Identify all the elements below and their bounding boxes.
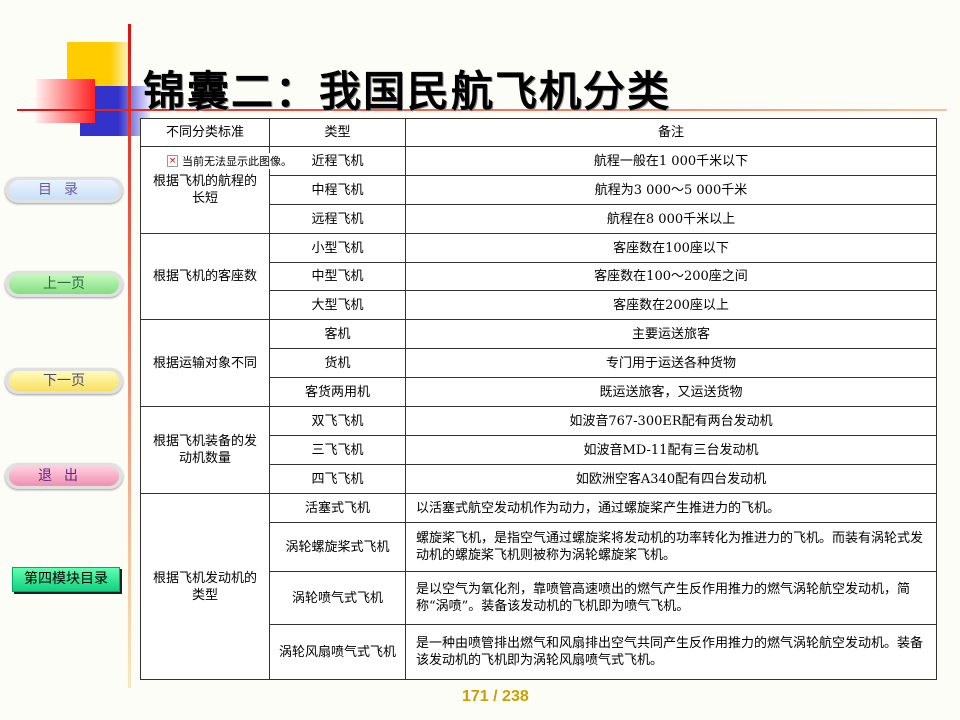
table-row: 根据飞机的航程的长短 近程飞机 航程一般在1 000千米以下 — [140, 146, 937, 234]
note-cell: 既运送旅客，又运送货物 — [405, 377, 937, 407]
type-cell: 客货两用机 — [269, 377, 406, 407]
type-cell: 货机 — [269, 348, 406, 378]
table-row: 中型飞机 客座数在100～200座之间 — [141, 262, 937, 291]
prev-label: 上一页 — [9, 274, 119, 294]
criterion-cell: 根据飞机发动机的类型 — [140, 493, 270, 680]
type-cell: 四飞飞机 — [269, 464, 406, 494]
table-row: 根据运输对象不同 客机 主要运送旅客 — [140, 319, 937, 407]
note-cell: 航程为3 000～5 000千米 — [405, 175, 937, 205]
prev-page-button[interactable]: 上一页 — [5, 271, 123, 297]
note-cell: 客座数在100～200座之间 — [405, 262, 937, 291]
header-note: 备注 — [405, 118, 937, 147]
table-row: 中程飞机 航程为3 000～5 000千米 — [141, 175, 937, 205]
next-label: 下一页 — [9, 371, 119, 391]
type-cell: 涡轮喷气式飞机 — [269, 571, 406, 625]
table-row: 货机 专门用于运送各种货物 — [141, 348, 937, 378]
note-cell: 航程一般在1 000千米以下 — [405, 146, 937, 176]
note-cell: 如波音MD-11配有三台发动机 — [405, 435, 937, 465]
classification-table: 不同分类标准 类型 备注 根据飞机的航程的长短 近程飞机 航程一般在1 000千米以… — [140, 118, 937, 680]
note-cell: 如欧洲空客A340配有四台发动机 — [405, 464, 937, 494]
header-type: 类型 — [269, 118, 406, 147]
broken-image-placeholder: × 当前无法显示此图像。 — [167, 153, 292, 169]
note-cell: 航程在8 000千米以上 — [405, 204, 937, 234]
exit-button[interactable]: 退出 — [5, 463, 123, 489]
type-cell: 大型飞机 — [269, 290, 406, 320]
table-row: 根据飞机的客座数 小型飞机 客座数在100座以下 — [140, 233, 937, 320]
note-cell: 客座数在200座以上 — [405, 290, 937, 320]
type-cell: 中程飞机 — [269, 175, 406, 205]
note-cell: 主要运送旅客 — [405, 319, 937, 349]
page-counter: 171 / 238 — [462, 688, 529, 705]
type-cell: 涡轮螺旋桨式飞机 — [269, 522, 406, 572]
table-row: 三飞飞机 如波音MD-11配有三台发动机 — [141, 435, 937, 465]
decor-horizontal-line — [17, 109, 947, 111]
broken-image-text: 当前无法显示此图像。 — [182, 155, 292, 168]
note-cell: 以活塞式航空发动机作为动力，通过螺旋桨产生推进力的飞机。 — [405, 493, 937, 523]
next-page-button[interactable]: 下一页 — [5, 368, 123, 394]
header-criterion: 不同分类标准 — [140, 118, 270, 147]
criterion-cell: 根据飞机的客座数 — [140, 233, 270, 320]
page-current: 171 — [462, 688, 489, 705]
toc-button[interactable]: 目录 — [5, 177, 123, 203]
page-title: 锦囊二：我国民航飞机分类 — [143, 67, 672, 116]
note-cell: 是以空气为氧化剂，靠喷管高速喷出的燃气产生反作用推力的燃气涡轮航空发动机，简称“… — [405, 571, 937, 625]
decor-red-square — [36, 79, 95, 123]
table-row: 根据飞机发动机的类型 活塞式飞机 以活塞式航空发动机作为动力，通过螺旋桨产生推进力的… — [140, 493, 937, 680]
toc-label: 目录 — [9, 180, 119, 200]
criterion-cell: 根据运输对象不同 — [140, 319, 270, 407]
type-cell: 客机 — [269, 319, 406, 349]
type-cell: 中型飞机 — [269, 262, 406, 291]
table-row: 四飞飞机 如欧洲空客A340配有四台发动机 — [141, 464, 937, 494]
page-total: 238 — [502, 688, 529, 705]
type-cell: 三飞飞机 — [269, 435, 406, 465]
type-cell: 远程飞机 — [269, 204, 406, 234]
note-cell: 客座数在100座以下 — [405, 233, 937, 263]
table-row: 涡轮风扇喷气式飞机 是一种由喷管排出燃气和风扇排出空气共同产生反作用推力的燃气涡轮… — [141, 624, 937, 680]
type-cell: 双飞飞机 — [269, 406, 406, 436]
note-cell: 螺旋桨飞机，是指空气通过螺旋桨将发动机的功率转化为推进力的飞机。而装有涡轮式发动… — [405, 522, 937, 572]
criterion-cell: 根据飞机装备的发动机数量 — [140, 406, 270, 494]
table-row: 客货两用机 既运送旅客，又运送货物 — [141, 377, 937, 407]
note-cell: 如波音767-300ER配有两台发动机 — [405, 406, 937, 436]
note-cell: 专门用于运送各种货物 — [405, 348, 937, 378]
table-row: 涡轮螺旋桨式飞机 螺旋桨飞机，是指空气通过螺旋桨将发动机的功率转化为推进力的飞机。… — [141, 522, 937, 572]
decor-yellow-square — [67, 42, 129, 86]
broken-image-icon: × — [167, 155, 178, 167]
note-cell: 是一种由喷管排出燃气和风扇排出空气共同产生反作用推力的燃气涡轮航空发动机。装备该… — [405, 624, 937, 680]
type-cell: 涡轮风扇喷气式飞机 — [269, 624, 406, 680]
exit-label: 退出 — [9, 466, 119, 486]
type-cell: 小型飞机 — [269, 233, 406, 263]
table-row: 涡轮喷气式飞机 是以空气为氧化剂，靠喷管高速喷出的燃气产生反作用推力的燃气涡轮航空… — [141, 571, 937, 625]
decor-vertical-line — [128, 24, 131, 688]
table-row: 大型飞机 客座数在200座以上 — [141, 290, 937, 320]
module-toc-button[interactable]: 第四模块目录 — [12, 567, 120, 592]
type-cell: 活塞式飞机 — [269, 493, 406, 523]
table-row: 根据飞机装备的发动机数量 双飞飞机 如波音767-300ER配有两台发动机 — [140, 406, 937, 494]
